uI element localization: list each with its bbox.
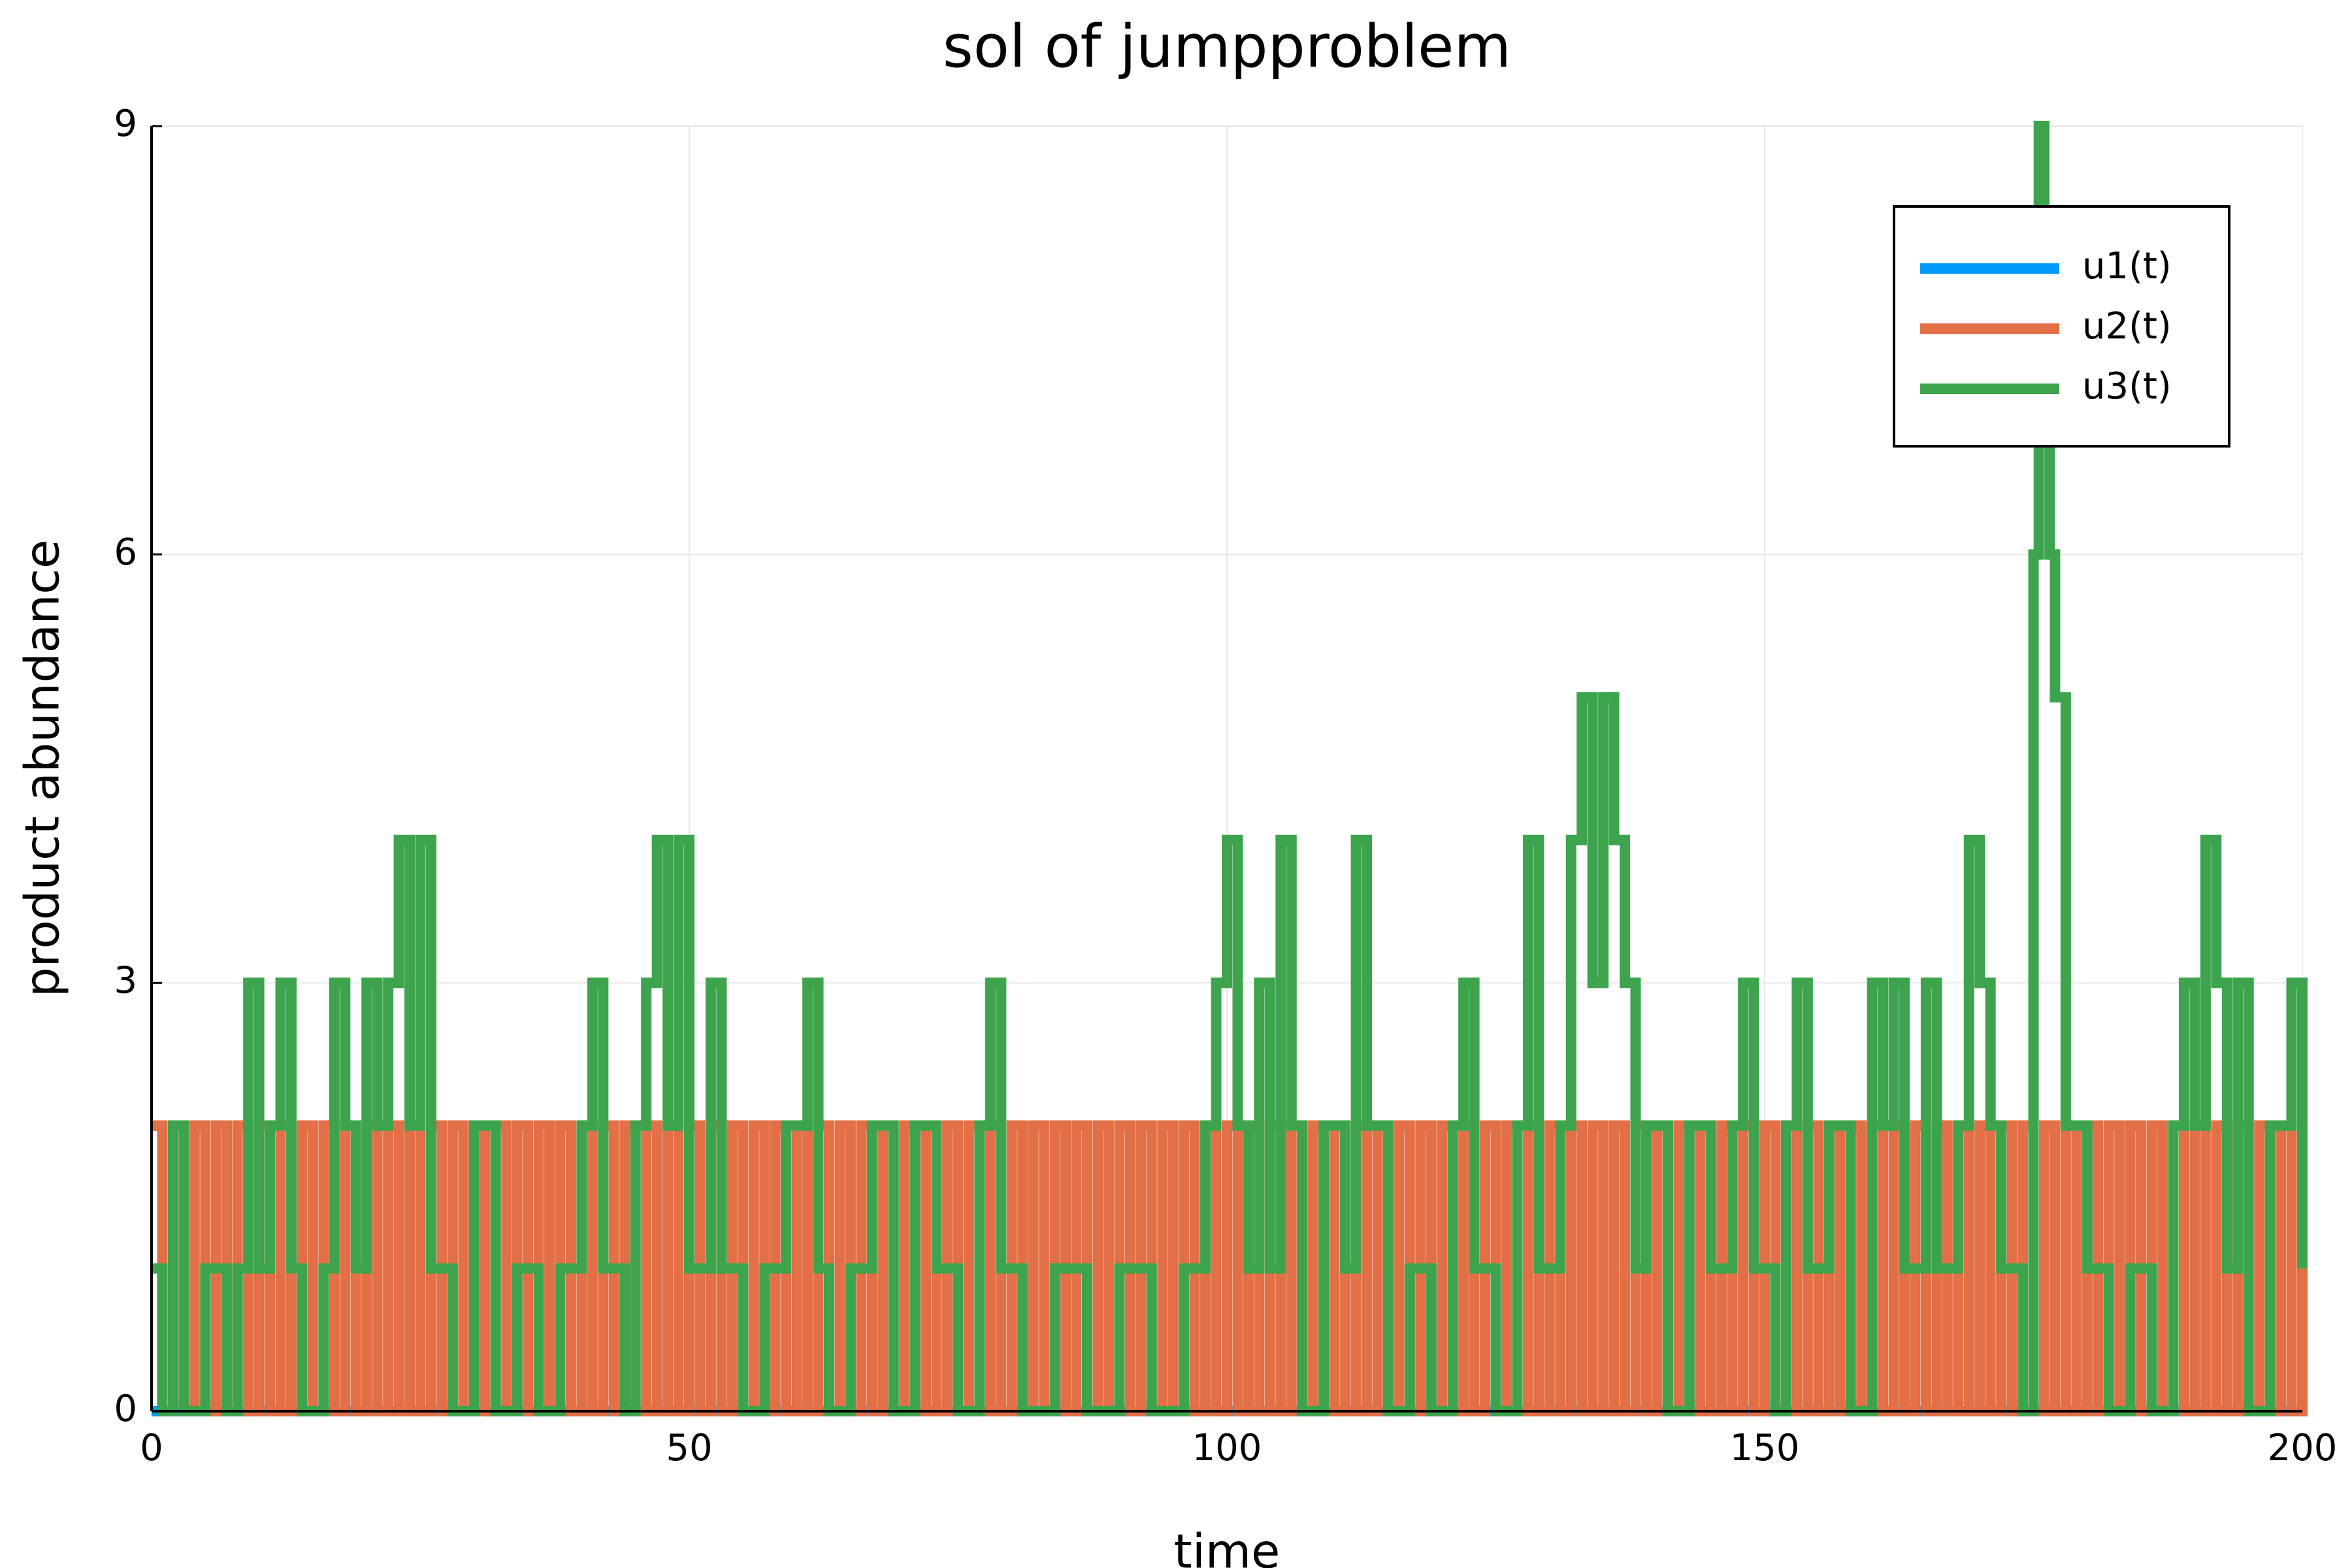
x-tick-label: 100 [1192, 1427, 1262, 1469]
x-axis-label: time [1174, 1524, 1281, 1568]
y-tick-label: 3 [114, 959, 137, 1002]
y-axis-label: product abundance [15, 540, 70, 997]
x-tick-label: 50 [666, 1427, 712, 1469]
y-tick-label: 0 [114, 1388, 137, 1430]
legend-label: u3(t) [2082, 365, 2172, 408]
x-tick-label: 150 [1730, 1427, 1800, 1469]
x-tick-label: 200 [2268, 1427, 2338, 1469]
legend-label: u1(t) [2082, 245, 2172, 287]
legend-label: u2(t) [2082, 305, 2172, 348]
y-tick-label: 9 [114, 103, 137, 145]
x-tick-label: 0 [140, 1427, 163, 1469]
series-line [152, 121, 2308, 1416]
chart-title: sol of jumpproblem [943, 12, 1511, 81]
y-tick-label: 6 [114, 531, 137, 574]
